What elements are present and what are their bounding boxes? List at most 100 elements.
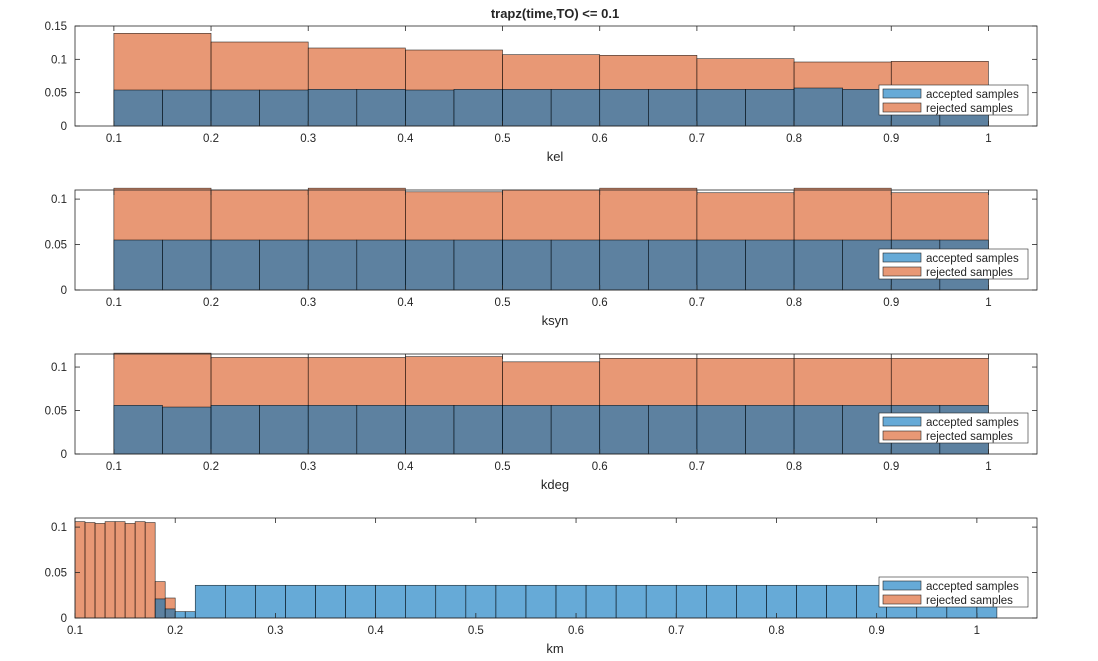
histogram-bar <box>405 584 437 619</box>
histogram-bar <box>793 405 843 455</box>
x-tick-label: 0.9 <box>883 133 899 145</box>
figure-title: trapz(time,TO) <= 0.1 <box>491 6 619 21</box>
axes-box <box>74 25 1038 127</box>
legend-swatch <box>882 430 922 441</box>
histogram-bar <box>796 584 827 619</box>
series-accepted <box>113 405 989 455</box>
histogram-bar <box>210 89 260 127</box>
histogram-bar <box>210 405 260 455</box>
histogram-bar <box>745 89 795 127</box>
x-tick-label: 0.7 <box>668 625 684 637</box>
x-axis-label: km <box>546 641 563 656</box>
x-tick-label: 0.1 <box>106 297 122 309</box>
x-tick-label: 0.6 <box>592 461 608 473</box>
x-tick-label: 0.8 <box>786 297 802 309</box>
x-tick-label: 0.1 <box>106 133 122 145</box>
histogram-bar <box>502 405 552 455</box>
histogram-bar <box>766 584 797 619</box>
histogram-bar <box>315 584 346 619</box>
histogram-bar <box>164 608 176 619</box>
histogram-bar <box>405 239 455 291</box>
histogram-bar <box>599 89 649 127</box>
histogram-bar <box>826 584 857 619</box>
histogram-bar <box>585 584 617 619</box>
histogram-bar <box>114 521 126 619</box>
axes-box <box>74 189 1038 291</box>
x-tick-label: 1 <box>985 133 991 145</box>
histogram-bar <box>104 521 116 619</box>
histogram-bar <box>307 239 358 291</box>
x-tick-label: 0.9 <box>883 461 899 473</box>
y-tick-label: 0.1 <box>51 362 67 374</box>
axes-box <box>74 517 1038 619</box>
legend: accepted samples rejected samples <box>878 84 1029 116</box>
histogram-bar <box>706 584 737 619</box>
legend: accepted samples rejected samples <box>878 248 1029 280</box>
histogram-bar <box>184 611 196 619</box>
legend-label: rejected samples <box>926 267 1013 279</box>
histogram-bar <box>154 598 166 619</box>
subplot-km: 0.1 0.2 0.3 0.4 0.5 0.6 0.7 0.8 0.9 1 0 0.05 0.1 km ac… <box>45 517 1038 656</box>
legend-label: accepted samples <box>926 89 1019 101</box>
y-tick-label: 0.15 <box>45 21 67 33</box>
legend-swatch <box>882 580 922 591</box>
legend-label: accepted samples <box>926 417 1019 429</box>
x-tick-label: 0.5 <box>495 297 511 309</box>
histogram-bar <box>210 239 260 291</box>
histogram-bar <box>793 239 843 291</box>
histogram-bar <box>124 523 136 619</box>
histogram-bar <box>745 405 795 455</box>
histogram-bar <box>259 405 309 455</box>
histogram-bar <box>162 89 212 127</box>
histogram-bar <box>144 522 156 619</box>
histogram-bar <box>356 89 406 127</box>
legend-label: rejected samples <box>926 431 1013 443</box>
histogram-bar <box>550 89 601 127</box>
axes-box <box>74 353 1038 455</box>
histogram-bar <box>453 405 503 455</box>
x-tick-label: 0.5 <box>468 625 484 637</box>
histogram-bar <box>307 89 358 127</box>
x-axis-label: kdeg <box>541 477 569 492</box>
legend-swatch <box>882 252 922 263</box>
y-tick-label: 0 <box>61 613 67 625</box>
histogram-bar <box>645 584 677 619</box>
legend-label: accepted samples <box>926 581 1019 593</box>
histogram-bar <box>696 239 746 291</box>
x-tick-label: 0.2 <box>167 625 183 637</box>
y-tick-label: 0.05 <box>45 406 67 418</box>
histogram-bar <box>502 89 552 127</box>
histogram-bar <box>599 239 649 291</box>
histogram-bar <box>174 611 186 619</box>
x-tick-label: 0.3 <box>267 625 283 637</box>
x-tick-label: 0.5 <box>495 461 511 473</box>
histogram-bar <box>94 523 106 619</box>
x-tick-label: 0.6 <box>592 133 608 145</box>
y-tick-label: 0.05 <box>45 568 67 580</box>
legend: accepted samples rejected samples <box>878 576 1029 608</box>
histogram-bar <box>495 584 527 619</box>
legend-swatch <box>882 416 922 427</box>
legend-label: rejected samples <box>926 595 1013 607</box>
x-tick-label: 0.6 <box>568 625 584 637</box>
y-tick-label: 0 <box>61 449 67 461</box>
legend-swatch <box>882 266 922 277</box>
histogram-bar <box>84 522 96 619</box>
histogram-bar <box>74 521 86 619</box>
histogram-bar <box>307 405 358 455</box>
subplot-kdeg: 0.1 0.2 0.3 0.4 0.5 0.6 0.7 0.8 0.9 1 0 0.05 0.1 kdeg… <box>45 352 1038 492</box>
histogram-bar <box>648 89 698 127</box>
histogram-bar <box>550 405 601 455</box>
x-tick-label: 0.2 <box>203 133 219 145</box>
legend: accepted samples rejected samples <box>878 412 1029 444</box>
series-accepted <box>113 239 989 291</box>
histogram-bar <box>225 584 256 619</box>
histogram-bar <box>405 405 455 455</box>
histogram-bar <box>375 584 406 619</box>
histogram-bar <box>259 89 309 127</box>
legend-label: accepted samples <box>926 253 1019 265</box>
y-tick-label: 0 <box>61 285 67 297</box>
y-tick-label: 0.05 <box>45 240 67 252</box>
histogram-bar <box>113 239 163 291</box>
subplot-kel: 0.1 0.2 0.3 0.4 0.5 0.6 0.7 0.8 0.9 1 0 0.05 0.1 0.15… <box>45 21 1038 164</box>
